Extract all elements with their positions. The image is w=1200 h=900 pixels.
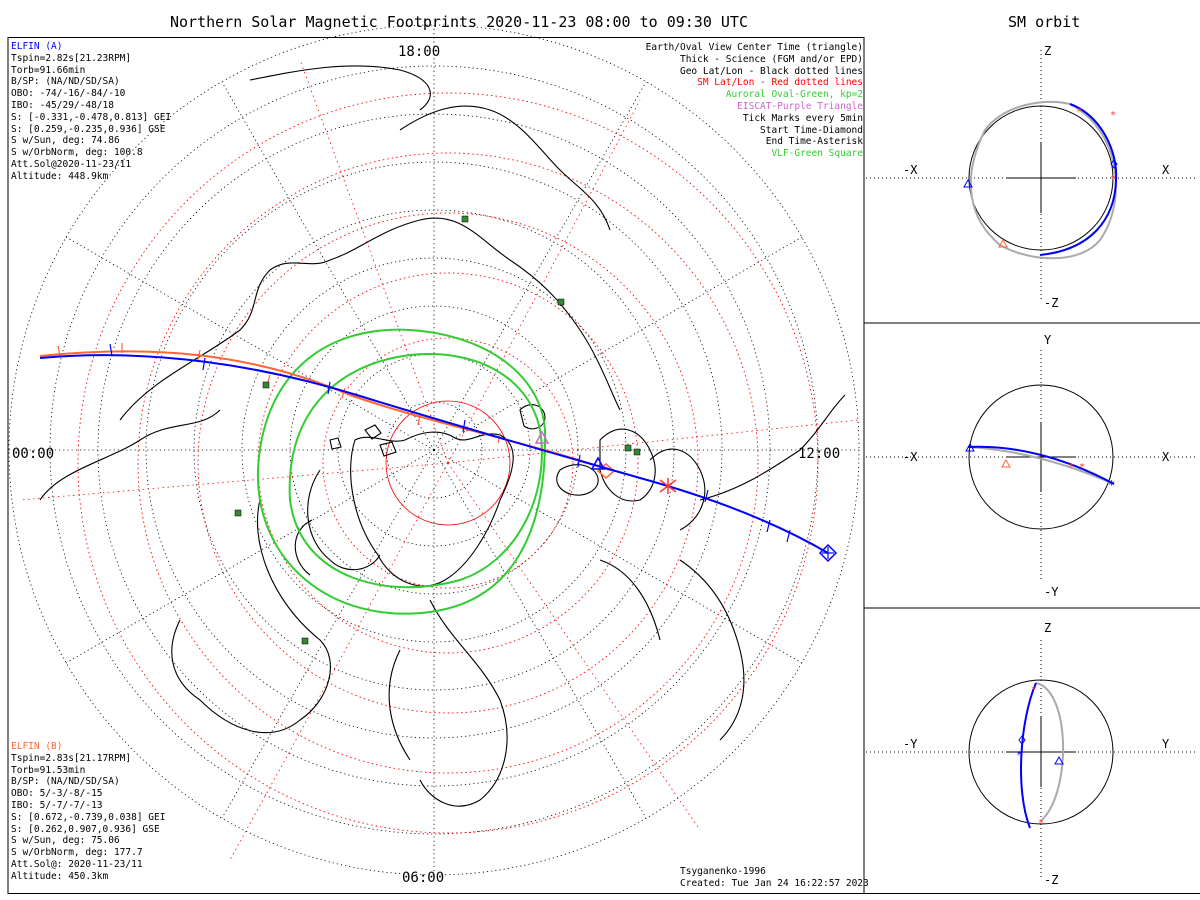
elfin-a-trajectory (39, 343, 838, 563)
sm-lon-lines (19, 59, 859, 861)
svg-text:*: * (1016, 750, 1022, 761)
elfin-b-name: ELFIN (B) (11, 741, 63, 752)
eiscat-triangle (534, 430, 550, 444)
orbit-panel-yz: * * * (866, 640, 1198, 880)
elfin-b-trajectory (39, 343, 616, 479)
sm-lat-circles (77, 92, 819, 834)
elfin-a-line: Torb=91.66min (11, 64, 86, 76)
panel2-bottom-label: -Y (1044, 585, 1059, 599)
panel2-top-label: Y (1044, 333, 1052, 347)
svg-text:*: * (1068, 462, 1074, 473)
created-label: Created: Tue Jan 24 16:22:57 2023 (680, 878, 869, 889)
elfin-b-line: Att.Sol@: 2020-11-23/11 (11, 858, 143, 870)
panel1-left-label: -X (903, 163, 918, 177)
auroral-ovals (256, 328, 547, 615)
elfin-b-line: Altitude: 450.3km (11, 870, 109, 882)
map-title: Northern Solar Magnetic Footprints 2020-… (170, 13, 748, 31)
elfin-a-line: S: [-0.331,-0.478,0.813] GEI (11, 111, 172, 123)
svg-text:*: * (1110, 174, 1116, 185)
svg-text:*: * (1079, 462, 1085, 473)
elfin-b-line: S: [0.262,0.907,0.936] GSE (11, 823, 160, 835)
map-frame (7, 37, 865, 894)
svg-text:*: * (1031, 685, 1037, 696)
clock-label-left: 00:00 (12, 446, 55, 462)
elfin-a-line: S: [0.259,-0.235,0.936] GSE (11, 123, 166, 135)
legend-item: EISCAT-Purple Triangle (737, 100, 863, 112)
panel2-left-label: -X (903, 450, 918, 464)
panel3-left-label: -Y (903, 737, 918, 751)
panel2-right-label: X (1162, 450, 1170, 464)
clock-label-right: 12:00 (798, 446, 841, 462)
elfin-b-line: B/SP: (NA/ND/SD/SA) (11, 776, 120, 788)
panel1-right-label: X (1162, 163, 1170, 177)
orbit-panel-xz: * * * (866, 50, 1198, 300)
elfin-a-line: Altitude: 448.9km (11, 170, 109, 182)
orbit-panel-xy: * * * (866, 350, 1198, 580)
elfin-a-line: S w/Sun, deg: 74.86 (11, 135, 120, 147)
elfin-a-info: ELFIN (A) Tspin=2.82s[21.23RPM] Torb=91.… (11, 41, 171, 183)
legend-item: VLF-Green Square (771, 148, 863, 160)
model-label: Tsyganenko-1996 (680, 866, 766, 877)
legend-item: Tick Marks every 5min (742, 112, 863, 124)
elfin-b-line: Tspin=2.83s[21.17RPM] (11, 752, 132, 764)
legend-item: Geo Lat/Lon - Black dotted lines (679, 65, 863, 77)
elfin-a-line: OBO: -74/-16/-84/-10 (11, 88, 126, 100)
elfin-a-line: IBO: -45/29/-48/18 (11, 99, 114, 111)
coastlines (39, 65, 846, 807)
elfin-b-info: ELFIN (B) Tspin=2.83s[21.17RPM] Torb=91.… (11, 741, 165, 883)
legend-item: End Time-Asterisk (765, 136, 863, 148)
svg-text:*: * (1076, 107, 1082, 118)
panel3-top-label: Z (1044, 621, 1052, 635)
elfin-b-line: S w/Sun, deg: 75.06 (11, 835, 120, 847)
elfin-a-line: B/SP: (NA/ND/SD/SA) (11, 76, 120, 88)
elfin-a-name: ELFIN (A) (11, 41, 63, 52)
elfin-a-line: Att.Sol@2020-11-23/11 (11, 158, 132, 170)
clock-label-top: 18:00 (398, 44, 441, 60)
panel1-top-label: Z (1044, 44, 1052, 58)
elfin-b-line: IBO: 5/-7/-7/-13 (11, 799, 103, 811)
svg-text:*: * (1038, 818, 1044, 829)
orbit-title: SM orbit (1008, 13, 1081, 31)
elfin-b-line: OBO: 5/-3/-8/-15 (11, 788, 103, 800)
elfin-b-line: S w/OrbNorm, deg: 177.7 (11, 847, 143, 859)
end-asterisk (659, 478, 677, 494)
elfin-a-line: Tspin=2.82s[21.23RPM] (11, 52, 132, 64)
elfin-b-line: S: [0.672,-0.739,0.038] GEI (11, 811, 166, 823)
view-center-triangle (590, 456, 606, 470)
legend-item: Earth/Oval View Center Time (triangle) (645, 42, 863, 53)
elfin-b-line: Torb=91.53min (11, 764, 86, 776)
clock-label-bottom: 06:00 (402, 870, 445, 886)
legend: Earth/Oval View Center Time (triangle) T… (646, 42, 863, 160)
legend-item: Auroral Oval-Green, kp=2 (725, 89, 863, 101)
geo-lon-lines (9, 25, 859, 875)
panel1-bottom-label: -Z (1044, 296, 1059, 310)
panel3-right-label: Y (1162, 737, 1170, 751)
elfin-a-line: S w/OrbNorm, deg: 100.8 (11, 147, 143, 159)
svg-text:*: * (1108, 478, 1115, 492)
svg-text:*: * (1110, 110, 1116, 121)
legend-item: Start Time-Diamond (760, 124, 863, 136)
panel3-bottom-label: -Z (1044, 873, 1059, 887)
vlf-squares (234, 215, 641, 645)
legend-item: Thick - Science (FGM and/or EPD) (679, 53, 863, 65)
legend-item: SM Lat/Lon - Red dotted lines (697, 77, 863, 89)
